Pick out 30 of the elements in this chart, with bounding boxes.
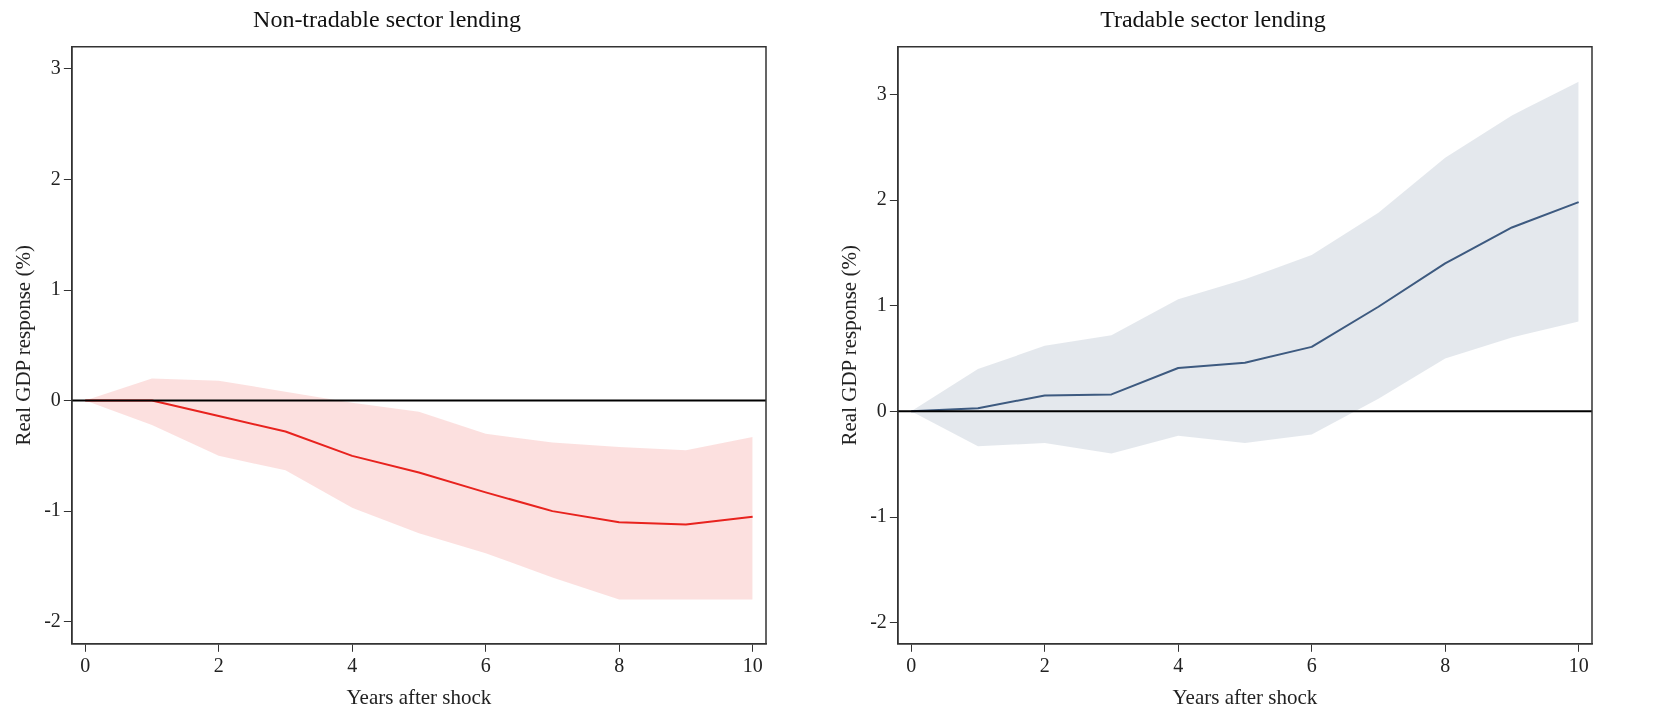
y-tick-label: -1 [44, 498, 61, 521]
y-tick-label: 1 [876, 292, 887, 315]
x-tick-label: 2 [213, 654, 224, 677]
x-tick-label: 2 [1039, 654, 1050, 677]
x-tick-label: 6 [1306, 654, 1317, 677]
x-tick-label: 10 [742, 654, 763, 677]
y-tick-label: -2 [870, 609, 887, 632]
chart-title: Non-tradable sector lending [253, 5, 521, 32]
y-tick-label: 2 [50, 166, 61, 189]
y-tick-label: 0 [50, 387, 61, 410]
x-axis-title: Years after shock [346, 684, 492, 709]
x-tick-label: 8 [1440, 654, 1451, 677]
y-tick-label: 3 [50, 56, 61, 79]
y-tick-label: -1 [870, 504, 887, 527]
x-tick-label: 4 [347, 654, 358, 677]
y-tick-label: 0 [876, 398, 887, 421]
y-tick-label: -2 [44, 608, 61, 631]
y-tick-label: 1 [50, 277, 61, 300]
x-tick-label: 6 [480, 654, 491, 677]
x-tick-label: 8 [614, 654, 625, 677]
y-axis-title: Real GDP response (%) [837, 245, 862, 446]
y-axis-title: Real GDP response (%) [11, 245, 36, 446]
x-axis-title: Years after shock [1172, 684, 1318, 709]
chart-title: Tradable sector lending [1100, 5, 1326, 32]
x-tick-label: 0 [80, 654, 91, 677]
x-tick-label: 4 [1173, 654, 1184, 677]
y-tick-label: 2 [876, 187, 887, 210]
y-tick-label: 3 [876, 81, 887, 104]
x-tick-label: 10 [1568, 654, 1589, 677]
x-tick-label: 0 [906, 654, 917, 677]
